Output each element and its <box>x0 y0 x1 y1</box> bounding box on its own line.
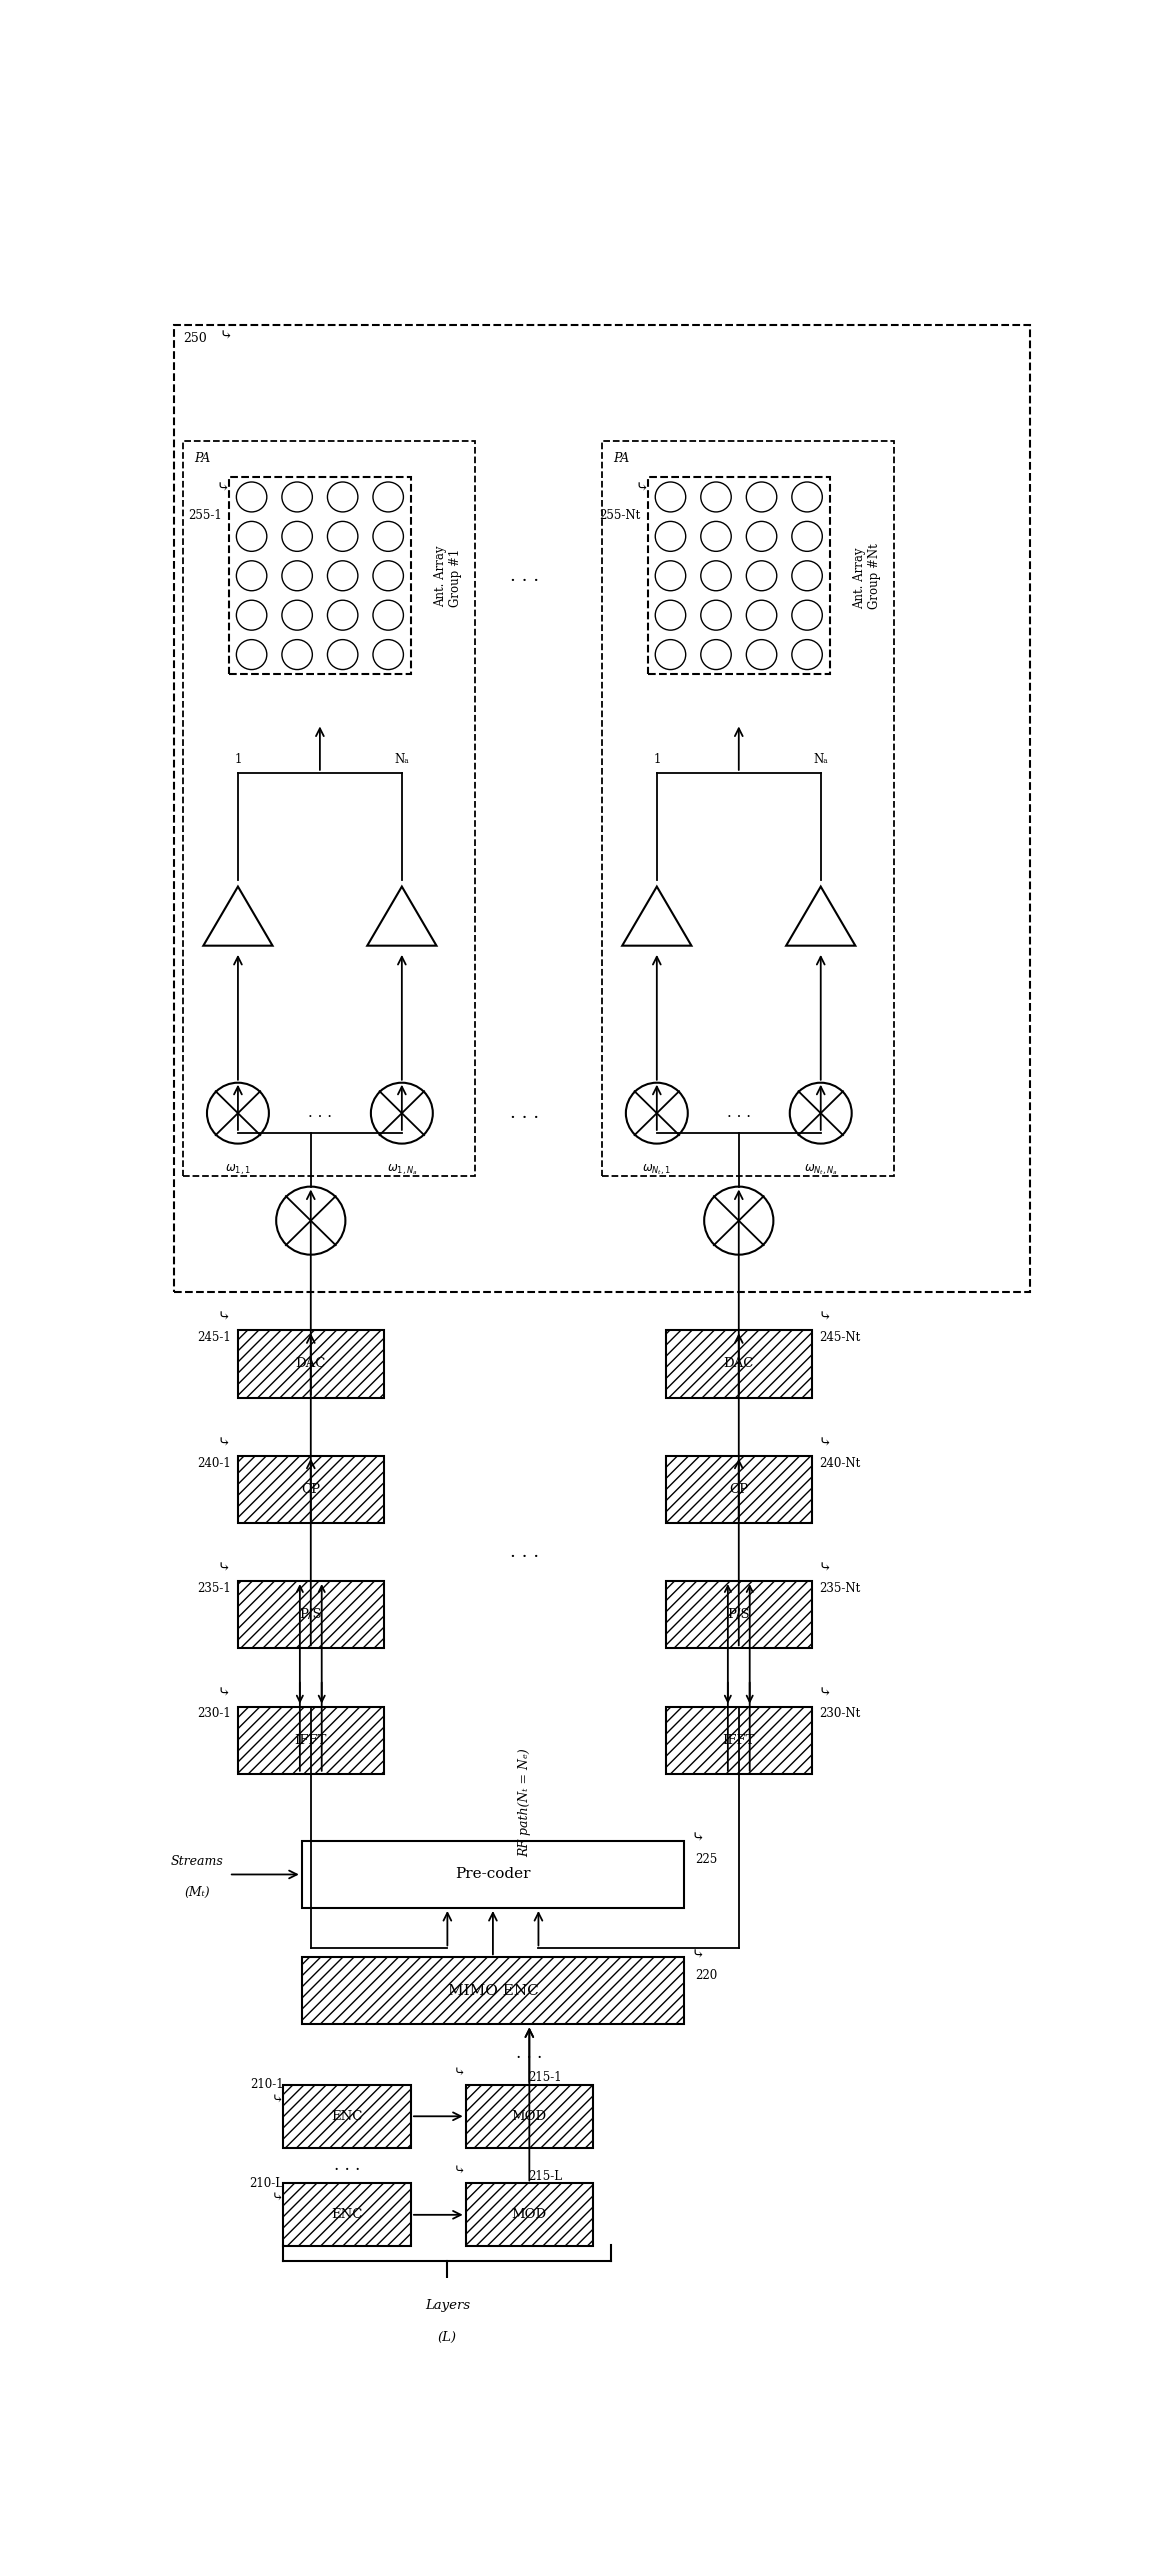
Text: 225: 225 <box>696 1853 717 1866</box>
Text: (Mₜ): (Mₜ) <box>184 1886 210 1899</box>
Bar <box>666 1456 812 1523</box>
Text: 210-L: 210-L <box>249 2178 283 2191</box>
Text: 230-Nt: 230-Nt <box>819 1707 860 1720</box>
Text: ⤷: ⤷ <box>819 1686 832 1702</box>
Bar <box>602 440 893 1175</box>
Text: 245-Nt: 245-Nt <box>819 1331 860 1343</box>
Bar <box>666 1331 812 1397</box>
Bar <box>283 2086 411 2147</box>
Bar <box>237 1707 383 1773</box>
Text: ⤷: ⤷ <box>271 2191 283 2203</box>
Text: Ant. Array
Group #Nt: Ant. Array Group #Nt <box>853 543 880 609</box>
Bar <box>666 1581 812 1648</box>
Text: . . .: . . . <box>308 1105 331 1121</box>
Text: 240-1: 240-1 <box>197 1456 230 1469</box>
Text: ⤷: ⤷ <box>691 1832 704 1845</box>
Bar <box>666 1707 812 1773</box>
Bar <box>237 1331 383 1397</box>
Text: ⤷: ⤷ <box>271 2091 283 2106</box>
Text: ⤷: ⤷ <box>217 1561 230 1576</box>
Text: $\omega_{1,1}$: $\omega_{1,1}$ <box>226 1162 250 1177</box>
Text: 255-1: 255-1 <box>188 509 222 522</box>
Text: Nₐ: Nₐ <box>395 752 409 765</box>
Text: ⤷: ⤷ <box>216 481 229 494</box>
Bar <box>283 2183 411 2247</box>
Text: $\omega_{N_t,N_a}$: $\omega_{N_t,N_a}$ <box>804 1162 838 1177</box>
Text: CP: CP <box>730 1482 748 1497</box>
Text: 230-1: 230-1 <box>197 1707 230 1720</box>
Text: P/S: P/S <box>300 1607 322 1622</box>
Text: 235-Nt: 235-Nt <box>819 1581 860 1594</box>
Text: ⤷: ⤷ <box>819 1310 832 1326</box>
Text: . . .: . . . <box>510 1103 539 1123</box>
Text: MOD: MOD <box>512 2208 546 2221</box>
Text: ⤷: ⤷ <box>691 1947 704 1963</box>
Text: PA: PA <box>194 453 210 466</box>
Bar <box>302 1958 684 2024</box>
Text: ⤷: ⤷ <box>819 1561 832 1576</box>
Text: IFFT: IFFT <box>723 1732 756 1748</box>
Bar <box>237 1456 383 1523</box>
Text: Nₐ: Nₐ <box>813 752 828 765</box>
Bar <box>229 476 411 673</box>
Bar <box>237 1581 383 1648</box>
Text: 235-1: 235-1 <box>197 1581 230 1594</box>
Text: 215-1: 215-1 <box>529 2070 562 2083</box>
Text: $\omega_{N_t,1}$: $\omega_{N_t,1}$ <box>643 1162 671 1177</box>
Text: 255-Nt: 255-Nt <box>599 509 640 522</box>
Text: Ant. Array
Group #1: Ant. Array Group #1 <box>434 545 462 606</box>
Text: DAC: DAC <box>296 1356 325 1372</box>
Text: 215-L: 215-L <box>529 2170 563 2183</box>
Text: 210-1: 210-1 <box>250 2078 283 2091</box>
Text: Streams: Streams <box>170 1855 223 1868</box>
Text: ⤷: ⤷ <box>454 2065 465 2078</box>
Text: MIMO ENC: MIMO ENC <box>448 1983 538 1999</box>
Text: ⤷: ⤷ <box>220 330 233 343</box>
Text: (L): (L) <box>438 2331 457 2344</box>
Bar <box>465 2183 593 2247</box>
Text: ⤷: ⤷ <box>454 2162 465 2178</box>
Text: MOD: MOD <box>512 2109 546 2124</box>
Bar <box>647 476 830 673</box>
Text: Pre-coder: Pre-coder <box>455 1868 531 1881</box>
Text: ⤷: ⤷ <box>634 481 647 494</box>
Text: . . .: . . . <box>516 2045 543 2063</box>
Text: DAC: DAC <box>724 1356 754 1372</box>
Text: ⤷: ⤷ <box>819 1436 832 1451</box>
Text: . . .: . . . <box>510 566 539 586</box>
Text: IFFT: IFFT <box>295 1732 327 1748</box>
Text: 250: 250 <box>183 333 207 345</box>
Text: 220: 220 <box>696 1968 717 1981</box>
Text: . . .: . . . <box>334 2157 361 2175</box>
Text: PA: PA <box>613 453 630 466</box>
Text: CP: CP <box>301 1482 321 1497</box>
Text: ⤷: ⤷ <box>217 1436 230 1451</box>
Text: . . .: . . . <box>727 1105 751 1121</box>
Text: P/S: P/S <box>727 1607 750 1622</box>
Text: ENC: ENC <box>331 2208 363 2221</box>
Text: RF path(Nₜ = Nₑ): RF path(Nₜ = Nₑ) <box>518 1748 531 1858</box>
Text: 245-1: 245-1 <box>197 1331 230 1343</box>
Text: . . .: . . . <box>510 1543 539 1561</box>
Bar <box>465 2086 593 2147</box>
Bar <box>302 1840 684 1909</box>
Text: ⤷: ⤷ <box>217 1686 230 1702</box>
Text: 1: 1 <box>234 752 242 765</box>
Text: 1: 1 <box>653 752 660 765</box>
Text: $\omega_{1,N_a}$: $\omega_{1,N_a}$ <box>387 1162 417 1177</box>
Text: ⤷: ⤷ <box>217 1310 230 1326</box>
Bar <box>174 325 1030 1292</box>
Text: ENC: ENC <box>331 2109 363 2124</box>
Text: Layers: Layers <box>425 2298 470 2311</box>
Bar <box>183 440 475 1175</box>
Text: 240-Nt: 240-Nt <box>819 1456 860 1469</box>
